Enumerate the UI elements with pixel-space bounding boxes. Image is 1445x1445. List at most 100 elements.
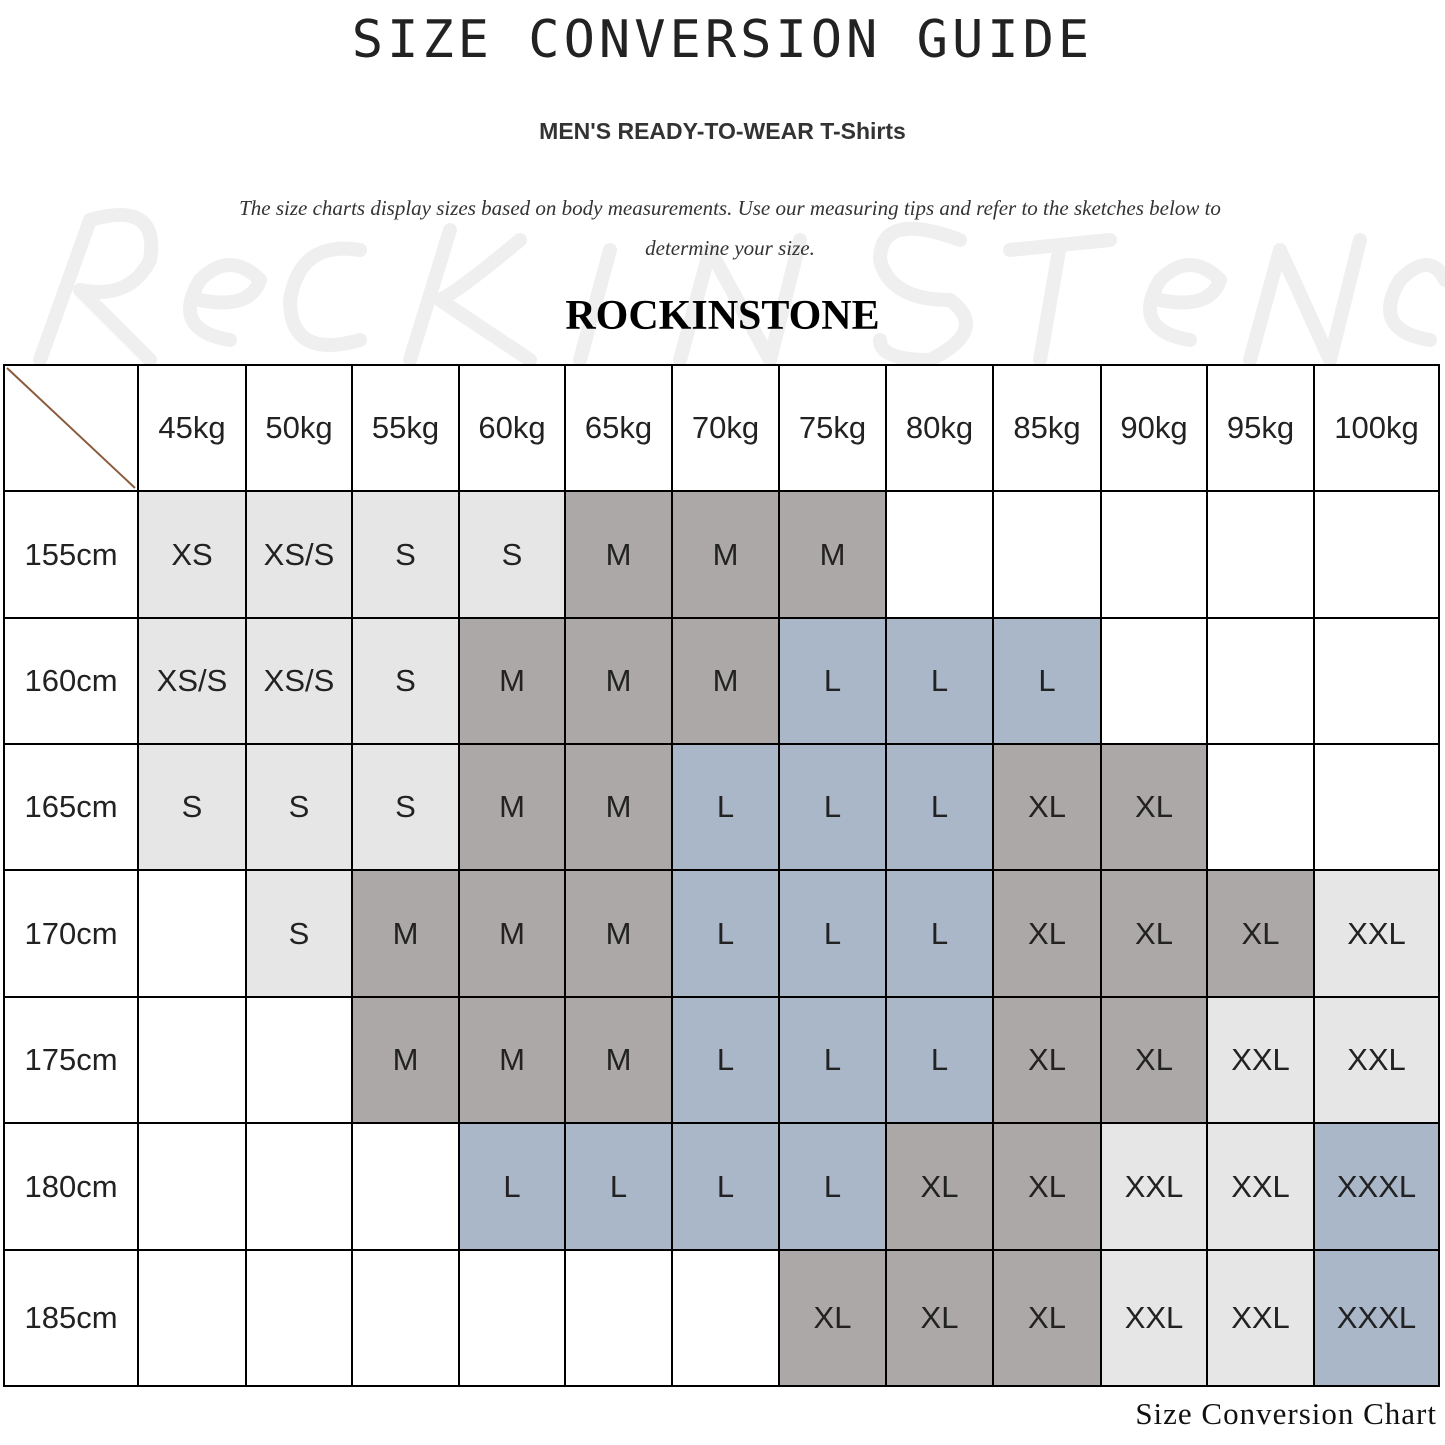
size-cell: S <box>353 492 460 619</box>
size-cell: XL <box>994 998 1102 1124</box>
column-header: 70kg <box>673 366 780 492</box>
size-cell: S <box>353 619 460 745</box>
column-header: 50kg <box>247 366 353 492</box>
size-cell: XXL <box>1102 1251 1208 1387</box>
column-header: 60kg <box>460 366 566 492</box>
size-cell: XS/S <box>247 619 353 745</box>
size-cell: XXL <box>1208 1124 1315 1251</box>
row-header: 160cm <box>5 619 139 745</box>
size-cell: XL <box>994 1251 1102 1387</box>
size-cell: L <box>673 1124 780 1251</box>
size-cell: XXXL <box>1315 1124 1440 1251</box>
size-cell: L <box>780 1124 887 1251</box>
size-cell <box>1208 619 1315 745</box>
row-header: 180cm <box>5 1124 139 1251</box>
size-cell <box>1102 492 1208 619</box>
footer-caption: Size Conversion Chart <box>1135 1396 1437 1431</box>
size-cell <box>887 492 994 619</box>
size-cell: M <box>566 745 673 871</box>
size-cell <box>1208 492 1315 619</box>
size-cell: L <box>566 1124 673 1251</box>
size-cell: M <box>460 619 566 745</box>
size-cell: XXL <box>1315 998 1440 1124</box>
size-cell <box>1315 745 1440 871</box>
size-cell <box>460 1251 566 1387</box>
size-cell: XXL <box>1102 1124 1208 1251</box>
size-cell: L <box>994 619 1102 745</box>
size-cell: XL <box>1208 871 1315 998</box>
size-cell <box>353 1124 460 1251</box>
size-cell: XXL <box>1315 871 1440 998</box>
size-cell <box>139 998 247 1124</box>
size-cell <box>673 1251 780 1387</box>
column-header: 85kg <box>994 366 1102 492</box>
size-cell: L <box>460 1124 566 1251</box>
size-cell: XL <box>887 1251 994 1387</box>
size-cell: M <box>460 998 566 1124</box>
column-header: 90kg <box>1102 366 1208 492</box>
size-cell: XS <box>139 492 247 619</box>
size-cell: M <box>353 871 460 998</box>
column-header: 75kg <box>780 366 887 492</box>
size-cell: XS/S <box>139 619 247 745</box>
row-header: 170cm <box>5 871 139 998</box>
size-cell: XL <box>994 1124 1102 1251</box>
size-cell: XL <box>887 1124 994 1251</box>
size-cell: M <box>460 745 566 871</box>
size-cell <box>566 1251 673 1387</box>
size-cell: M <box>780 492 887 619</box>
brand-name: ROCKINSTONE <box>565 293 880 339</box>
size-cell <box>247 1251 353 1387</box>
size-cell: L <box>780 871 887 998</box>
size-table: 45kg 50kg 55kg 60kg 65kg 70kg 75kg 80kg 85kg 90kg… <box>3 364 1440 1387</box>
size-cell: XXL <box>1208 1251 1315 1387</box>
size-cell: M <box>566 871 673 998</box>
size-cell <box>1208 745 1315 871</box>
size-cell: L <box>780 998 887 1124</box>
column-header: 45kg <box>139 366 247 492</box>
diagonal-line <box>6 367 136 489</box>
size-cell: XS/S <box>247 492 353 619</box>
size-cell: L <box>673 745 780 871</box>
row-header: 165cm <box>5 745 139 871</box>
subtitle: MEN'S READY-TO-WEAR T-Shirts <box>539 118 906 144</box>
size-cell: XL <box>994 745 1102 871</box>
size-cell: L <box>887 998 994 1124</box>
column-header: 100kg <box>1315 366 1440 492</box>
description: The size charts display sizes based on b… <box>239 196 1221 260</box>
size-cell: XL <box>1102 871 1208 998</box>
size-cell <box>247 998 353 1124</box>
size-cell: M <box>353 998 460 1124</box>
size-cell <box>139 1251 247 1387</box>
size-cell: XXXL <box>1315 1251 1440 1387</box>
size-cell <box>139 1124 247 1251</box>
size-cell <box>139 871 247 998</box>
size-cell: XL <box>1102 745 1208 871</box>
size-cell <box>1102 619 1208 745</box>
corner-cell <box>5 366 139 492</box>
size-cell: S <box>247 745 353 871</box>
size-cell: L <box>780 745 887 871</box>
row-header: 155cm <box>5 492 139 619</box>
size-cell: L <box>780 619 887 745</box>
size-cell: M <box>673 619 780 745</box>
page-title: SIZE CONVERSION GUIDE <box>351 10 1094 70</box>
size-cell: XL <box>994 871 1102 998</box>
size-cell <box>1315 619 1440 745</box>
size-cell: L <box>887 871 994 998</box>
size-cell: M <box>566 619 673 745</box>
column-header: 55kg <box>353 366 460 492</box>
size-cell: L <box>673 998 780 1124</box>
size-cell: M <box>566 998 673 1124</box>
size-cell: M <box>566 492 673 619</box>
size-cell <box>994 492 1102 619</box>
size-cell: S <box>353 745 460 871</box>
size-cell: L <box>887 619 994 745</box>
size-cell: M <box>460 871 566 998</box>
size-cell: S <box>460 492 566 619</box>
size-cell: L <box>673 871 780 998</box>
size-cell: S <box>139 745 247 871</box>
size-cell: XL <box>1102 998 1208 1124</box>
size-cell: S <box>247 871 353 998</box>
row-header: 185cm <box>5 1251 139 1387</box>
